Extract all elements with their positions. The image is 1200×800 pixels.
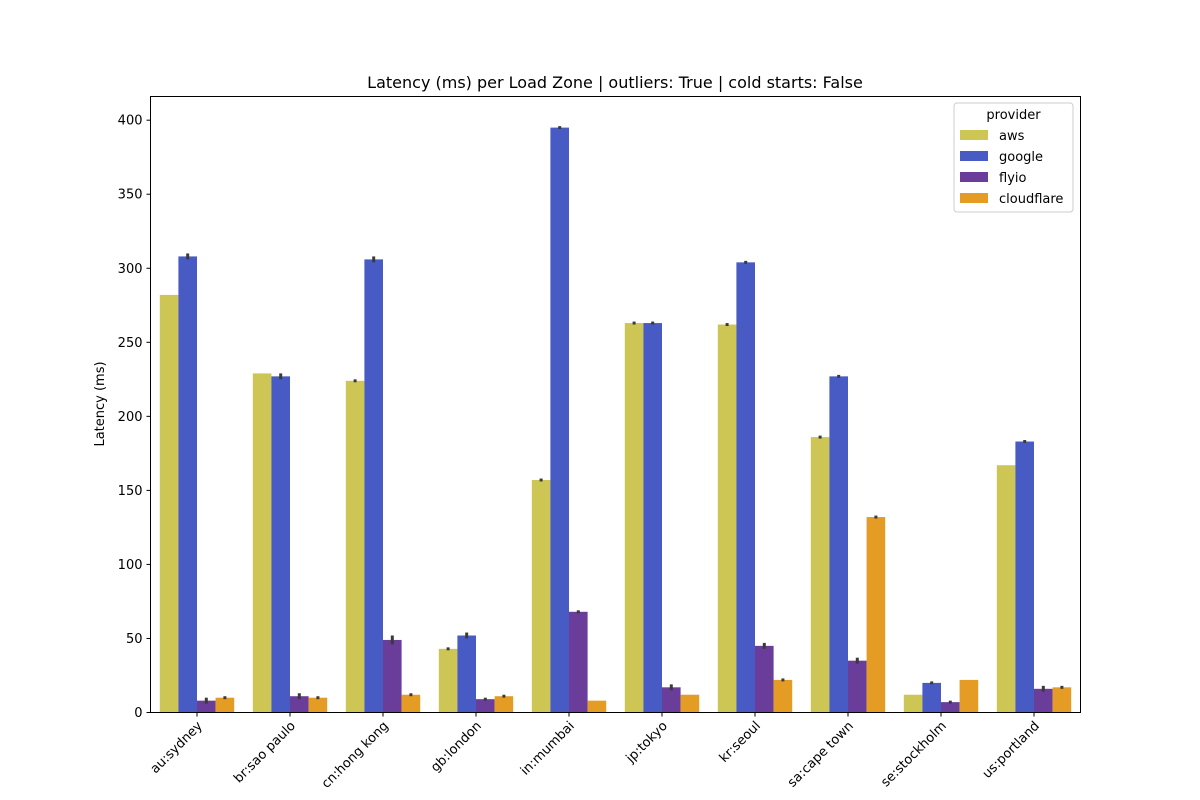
bar-flyio	[383, 639, 402, 713]
bars	[159, 127, 1072, 713]
bar-google	[829, 376, 848, 713]
legend-swatch-aws	[960, 130, 988, 140]
y-tick-label: 350	[118, 188, 143, 203]
legend-swatch-cloudflare	[960, 193, 988, 203]
x-tick-label: sa:cape town	[785, 719, 857, 791]
bar-aws	[159, 294, 179, 713]
x-tick-label: au:sydney	[148, 719, 206, 777]
bar-google	[457, 635, 476, 713]
bar-cloudflare	[401, 694, 421, 713]
y-tick-label: 400	[118, 114, 143, 129]
bar-aws	[531, 480, 551, 713]
y-tick-label: 300	[118, 262, 143, 277]
bar-aws	[810, 437, 830, 713]
bar-google	[178, 256, 197, 713]
y-tick-label: 50	[126, 632, 143, 647]
bar-aws	[903, 694, 923, 713]
bar-aws	[624, 323, 644, 713]
bar-google	[922, 682, 941, 713]
y-tick-label: 100	[118, 558, 143, 573]
x-tick-label: in:mumbai	[518, 719, 578, 779]
legend-label-cloudflare: cloudflare	[999, 192, 1063, 207]
error-bars	[186, 126, 1064, 704]
x-tick-label: us:portland	[980, 719, 1043, 782]
bar-cloudflare	[680, 694, 700, 713]
bar-cloudflare	[308, 697, 328, 713]
bar-flyio	[569, 611, 588, 713]
legend-label-flyio: flyio	[999, 171, 1026, 186]
bar-google	[1015, 441, 1034, 713]
bar-flyio	[755, 645, 774, 713]
plot-frame	[150, 96, 1081, 713]
y-tick-label: 150	[118, 484, 143, 499]
bar-aws	[996, 465, 1016, 713]
x-tick-label: br:sao paulo	[231, 719, 299, 787]
bar-cloudflare	[959, 679, 979, 713]
x-tick-label: cn:hong kong	[319, 719, 392, 792]
bar-aws	[438, 648, 458, 713]
bar-cloudflare	[587, 700, 607, 713]
legend-title: provider	[986, 108, 1041, 123]
y-tick-label: 250	[118, 336, 143, 351]
bar-google	[550, 127, 569, 713]
x-tick-label: se:stockholm	[878, 719, 950, 791]
legend-label-aws: aws	[999, 129, 1025, 144]
bar-google	[736, 262, 755, 713]
bar-flyio	[662, 687, 681, 713]
x-tick-label: gb:london	[428, 719, 485, 776]
bar-google	[271, 376, 290, 713]
x-tick-label: jp:tokyo	[623, 719, 671, 767]
y-tick-label: 0	[134, 706, 142, 721]
bar-flyio	[941, 702, 960, 713]
bar-cloudflare	[215, 697, 235, 713]
legend-label-google: google	[999, 150, 1043, 165]
legend: provider aws google flyio cloudflare	[953, 102, 1074, 213]
y-axis-label: Latency (ms)	[93, 361, 108, 446]
legend-swatch-flyio	[960, 172, 988, 182]
bar-google	[643, 323, 662, 713]
y-tick-label: 200	[118, 410, 143, 425]
bar-cloudflare	[494, 696, 514, 713]
bar-flyio	[476, 699, 495, 713]
bar-cloudflare	[1052, 687, 1072, 713]
bar-flyio	[848, 660, 867, 713]
x-tick-label: kr:seoul	[717, 719, 764, 766]
bar-cloudflare	[773, 679, 793, 713]
bar-flyio	[197, 700, 216, 713]
chart-title: Latency (ms) per Load Zone | outliers: T…	[367, 73, 863, 92]
y-ticks: 0 50 100 150 200 250 300 350 400	[118, 114, 151, 721]
x-ticks: au:sydney br:sao paulo cn:hong kong gb:lond…	[148, 712, 1043, 792]
bar-google	[364, 259, 383, 713]
bar-aws	[252, 373, 272, 713]
bar-flyio	[290, 696, 309, 713]
bar-cloudflare	[866, 517, 886, 713]
bar-flyio	[1034, 688, 1053, 713]
bar-aws	[717, 324, 737, 713]
legend-swatch-google	[960, 151, 988, 161]
bar-aws	[345, 380, 365, 713]
